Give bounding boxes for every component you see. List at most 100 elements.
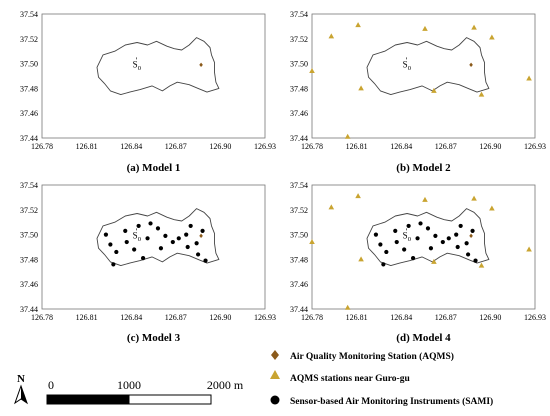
sami-marker [433, 233, 438, 238]
x-tick-label: 126.84 [390, 142, 412, 151]
legend: Air Quality Monitoring Station (AQMS) AQ… [270, 350, 493, 407]
x-tick-label: 126.84 [120, 313, 142, 322]
sami-marker [140, 256, 146, 261]
district-boundary [96, 37, 220, 96]
y-tick-label: 37.54 [290, 10, 308, 19]
near-aqms-marker [526, 75, 532, 81]
panel-model-2: S0 (b) Model 2 37.54 37.52 37.50 37.48 37.46… [290, 10, 546, 174]
near-aqms-marker [489, 34, 495, 40]
panel-model-4: S0 (d) Model 4 37.54 37.52 37.50 37.48 37.46… [290, 181, 546, 344]
sami-marker [124, 239, 129, 245]
near-aqms-marker [431, 87, 437, 93]
aqms-marker [199, 233, 203, 239]
map-content: S0 [309, 22, 532, 139]
y-tick-label: 37.52 [290, 206, 308, 215]
y-tick-label: 37.54 [20, 10, 38, 19]
map-frame [41, 184, 266, 310]
x-tick-label: 126.87 [435, 142, 457, 151]
north-arrow-fill-icon [21, 386, 27, 403]
sami-marker [108, 242, 113, 247]
origin-label: S0 [133, 230, 141, 243]
x-tick-label: 126.87 [165, 142, 187, 151]
near-aqms-marker [431, 258, 437, 264]
near-aqms-marker [309, 68, 315, 74]
sami-marker [158, 246, 164, 251]
sami-marker [373, 232, 379, 237]
sami-marker [200, 228, 205, 233]
scale-label-start: 0 [48, 378, 54, 392]
y-tick-label: 37.44 [20, 134, 38, 143]
sami-marker [378, 242, 383, 247]
x-tick-label: 126.78 [31, 313, 53, 322]
x-tick-label: 126.93 [254, 142, 276, 151]
sami-marker [455, 244, 460, 250]
near-aqms-marker [328, 33, 335, 39]
near-aqms-marker [309, 239, 315, 245]
sami-marker [410, 256, 416, 261]
sami-marker [473, 258, 478, 263]
y-tick-label: 37.48 [20, 255, 38, 264]
aqms-marker [469, 233, 473, 239]
y-tick-label: 37.54 [290, 181, 308, 190]
map-content: S0 [96, 37, 220, 96]
near-aqms-marker [526, 246, 532, 252]
sami-marker [123, 228, 128, 233]
x-tick-label: 126.84 [120, 142, 142, 151]
map-frame [311, 184, 536, 310]
x-tick-label: 126.84 [390, 313, 412, 322]
x-tick-label: 126.93 [524, 142, 546, 151]
x-tick-label: 126.81 [76, 313, 98, 322]
sami-marker [464, 241, 469, 246]
aqms-marker [469, 62, 473, 68]
near-aqms-marker [471, 195, 477, 201]
y-tick-label: 37.50 [290, 231, 308, 240]
x-tick-label: 126.90 [479, 142, 501, 151]
sami-marker [188, 223, 193, 229]
sami-marker [458, 223, 463, 229]
north-label: N [17, 373, 25, 385]
sami-marker [402, 247, 407, 252]
x-tick-label: 126.81 [76, 142, 98, 151]
sami-marker [148, 221, 153, 226]
legend-aqms-label: Air Quality Monitoring Station (AQMS) [290, 351, 454, 362]
near-aqms-marker [422, 196, 428, 202]
sami-marker [394, 239, 399, 245]
near-aqms-marker [358, 85, 364, 91]
sami-marker [393, 228, 398, 233]
sami-marker [194, 241, 199, 246]
x-tick-label: 126.81 [346, 313, 368, 322]
map-content: S0 [309, 193, 532, 310]
y-tick-label: 37.44 [290, 134, 308, 143]
legend-near-marker [270, 370, 280, 379]
x-tick-label: 126.78 [31, 142, 53, 151]
near-aqms-marker [355, 193, 361, 199]
sami-marker [203, 258, 208, 263]
near-aqms-marker [355, 22, 361, 28]
sami-marker [170, 239, 175, 245]
district-boundary [366, 37, 490, 96]
map-frame [41, 13, 266, 139]
sami-marker [415, 236, 420, 241]
x-tick-label: 126.81 [346, 142, 368, 151]
sami-marker [470, 228, 475, 233]
panel-caption: (a) Model 1 [127, 162, 181, 174]
sami-marker [428, 246, 434, 251]
sami-marker [425, 226, 431, 231]
map-frame [311, 13, 536, 139]
x-tick-label: 126.90 [209, 313, 231, 322]
y-tick-label: 37.46 [20, 280, 38, 289]
sami-marker [132, 247, 137, 252]
sami-marker [466, 252, 471, 257]
sami-marker [145, 236, 150, 241]
sami-marker [418, 221, 423, 226]
scale-label-end: 2000 m [207, 378, 244, 392]
y-tick-label: 37.48 [290, 84, 308, 93]
y-tick-label: 37.48 [290, 255, 308, 264]
y-tick-label: 37.46 [290, 109, 308, 118]
scale-bar-black-segment [46, 394, 130, 405]
aqms-marker [199, 62, 203, 68]
north-arrow: N [14, 373, 28, 405]
panel-caption: (d) Model 4 [396, 332, 451, 344]
legend-aqms-marker [271, 350, 279, 360]
near-aqms-marker [328, 204, 335, 210]
